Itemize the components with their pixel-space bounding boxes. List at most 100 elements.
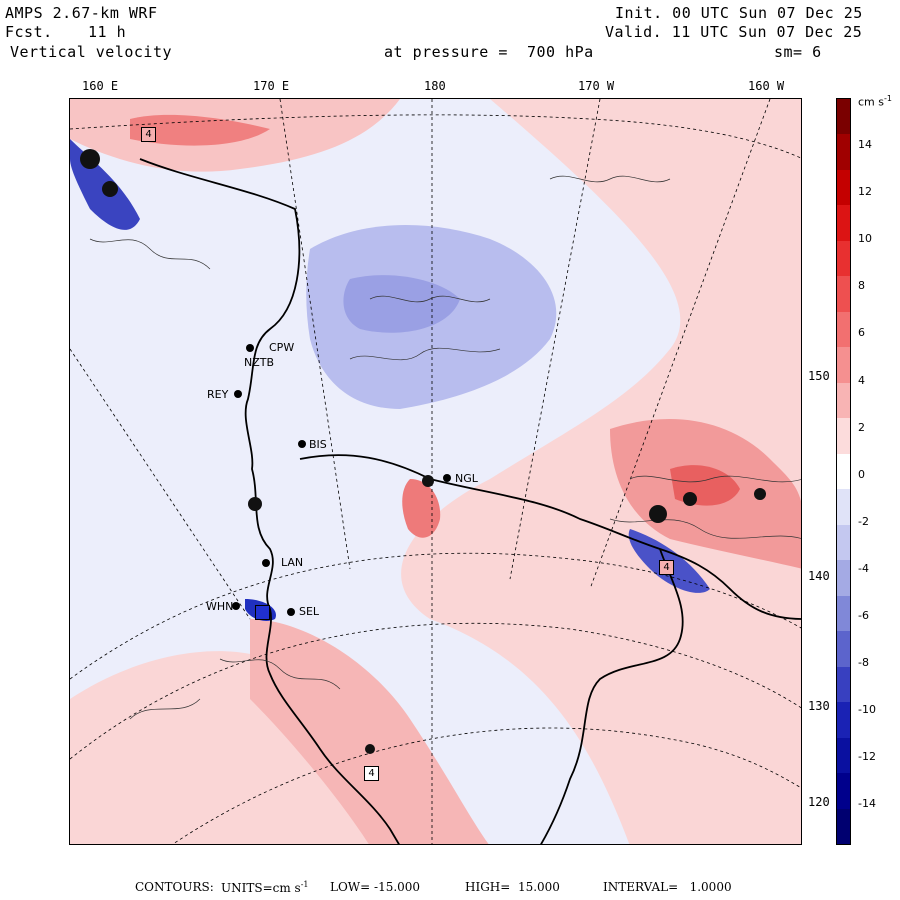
colorbar-tick-label: -14 xyxy=(858,797,876,811)
terrain-cluster xyxy=(683,492,697,506)
colorbar-tick-label: 12 xyxy=(858,185,872,199)
lon-label-160w: 160 W xyxy=(748,79,785,93)
marker-4-east: 4 xyxy=(659,560,674,575)
colorbar-tick-label: -4 xyxy=(858,561,869,575)
footer-interval: INTERVAL= 1.0000 xyxy=(603,880,732,894)
lon-label-180: 180 xyxy=(424,79,446,93)
colorbar-segment xyxy=(837,99,850,135)
footer-contours: CONTOURS: xyxy=(135,880,214,894)
coastline-victoria-land xyxy=(139,158,400,844)
side-label-150w: 150 W xyxy=(808,369,845,383)
pink-region-transantarctic xyxy=(250,619,489,844)
marker-4-south: 4 xyxy=(364,766,379,781)
marker-neg-west xyxy=(255,605,270,620)
contour-lines xyxy=(89,175,801,720)
colorbar-segment xyxy=(837,311,850,348)
station-dot-cpw xyxy=(246,344,254,352)
station-label-whn: WHN xyxy=(206,600,234,613)
vertical-velocity-map xyxy=(70,99,801,844)
station-label-cpw: CPW xyxy=(269,341,295,354)
contour-line xyxy=(549,175,671,183)
smoothing-value: sm= 6 xyxy=(774,43,822,61)
colorbar-segment xyxy=(837,276,850,313)
meridian-160e xyxy=(70,348,251,620)
red-band-north xyxy=(130,114,270,146)
pressure-level: at pressure = 700 hPa xyxy=(384,43,594,61)
contour-line xyxy=(129,698,201,720)
colorbar-segment xyxy=(837,702,850,739)
colorbar-tick-label: -12 xyxy=(858,750,876,764)
colorbar-segment xyxy=(837,169,850,206)
map-panel[interactable] xyxy=(69,98,802,845)
lon-label-170e: 170 E xyxy=(253,79,290,93)
latitude-circle-middle xyxy=(70,622,801,760)
colorbar-segment xyxy=(837,524,850,561)
colorbar-units: cm s-1 xyxy=(858,94,892,109)
colorbar-tick-label: -2 xyxy=(858,514,869,528)
colorbar-segment xyxy=(837,347,850,384)
colorbar-segment xyxy=(837,737,850,774)
pink-region-east xyxy=(401,99,801,844)
colorbar-tick-label: -6 xyxy=(858,609,869,622)
contour-line xyxy=(89,238,211,270)
side-label-130w: 130 W xyxy=(808,699,845,713)
station-dot-bis xyxy=(298,440,306,448)
red-cell-center xyxy=(402,479,441,538)
model-title: AMPS 2.67-km WRF xyxy=(5,4,158,22)
contour-line xyxy=(219,658,341,690)
colorbar-tick-label: 0 xyxy=(858,467,865,481)
colorbar xyxy=(836,98,851,845)
colorbar-tick-label: -10 xyxy=(858,703,876,717)
contour-line xyxy=(369,295,491,303)
side-label-140w: 140 W xyxy=(808,569,845,583)
station-label-bis: BIS xyxy=(309,438,327,451)
field-name: Vertical velocity xyxy=(10,43,173,61)
contour-line xyxy=(609,518,801,539)
colorbar-segment xyxy=(837,808,850,844)
terrain-cluster xyxy=(102,181,118,197)
contour-line xyxy=(349,347,501,361)
forecast-label: Fcst. xyxy=(5,23,53,41)
terrain-cluster xyxy=(365,744,375,754)
terrain-cluster xyxy=(422,475,434,487)
terrain-cluster xyxy=(754,488,766,500)
colorbar-tick-label: 8 xyxy=(858,279,865,293)
colorbar-segment xyxy=(837,773,850,810)
colorbar-segment xyxy=(837,489,850,526)
ross-ice-shelf-front xyxy=(299,454,801,620)
colorbar-segment xyxy=(837,240,850,277)
colorbar-segment xyxy=(837,453,850,490)
init-time: Init. 00 UTC Sun 07 Dec 25 xyxy=(615,4,863,22)
station-dot-lan xyxy=(262,559,270,567)
colorbar-segment xyxy=(837,666,850,703)
terrain-cluster xyxy=(248,497,262,511)
lon-label-170w: 170 W xyxy=(578,79,615,93)
blue-core-ross xyxy=(343,275,460,333)
coastline-marie-byrd xyxy=(540,548,684,844)
station-dot-ngl xyxy=(443,474,451,482)
colorbar-segment xyxy=(837,382,850,419)
lon-label-160e: 160 E xyxy=(82,79,119,93)
colorbar-tick-label: 10 xyxy=(858,232,872,246)
colorbar-segment xyxy=(837,595,850,632)
colorbar-tick-label: 4 xyxy=(858,373,865,387)
valid-time: Valid. 11 UTC Sun 07 Dec 25 xyxy=(605,23,863,41)
footer-units: UNITS=cm s-1 xyxy=(221,880,309,895)
graticule xyxy=(70,99,801,844)
footer-low: LOW= -15.000 xyxy=(330,880,421,894)
colorbar-tick-label: -8 xyxy=(858,656,869,670)
terrain-clusters xyxy=(80,149,766,754)
station-dot-whn xyxy=(232,602,240,610)
marker-4-north: 4 xyxy=(141,127,156,142)
meridian-170e xyxy=(279,99,351,570)
colorbar-tick-label: 6 xyxy=(858,326,865,340)
terrain-cluster xyxy=(80,149,100,169)
colorbar-segment xyxy=(837,418,850,455)
station-label-rey: REY xyxy=(207,388,229,401)
station-label-ngl: NGL xyxy=(455,472,478,485)
coastline xyxy=(139,158,801,844)
colorbar-tick-label: 14 xyxy=(858,138,872,151)
terrain-cluster xyxy=(649,505,667,523)
side-label-120w: 120 W xyxy=(808,795,845,809)
colorbar-segment xyxy=(837,631,850,668)
